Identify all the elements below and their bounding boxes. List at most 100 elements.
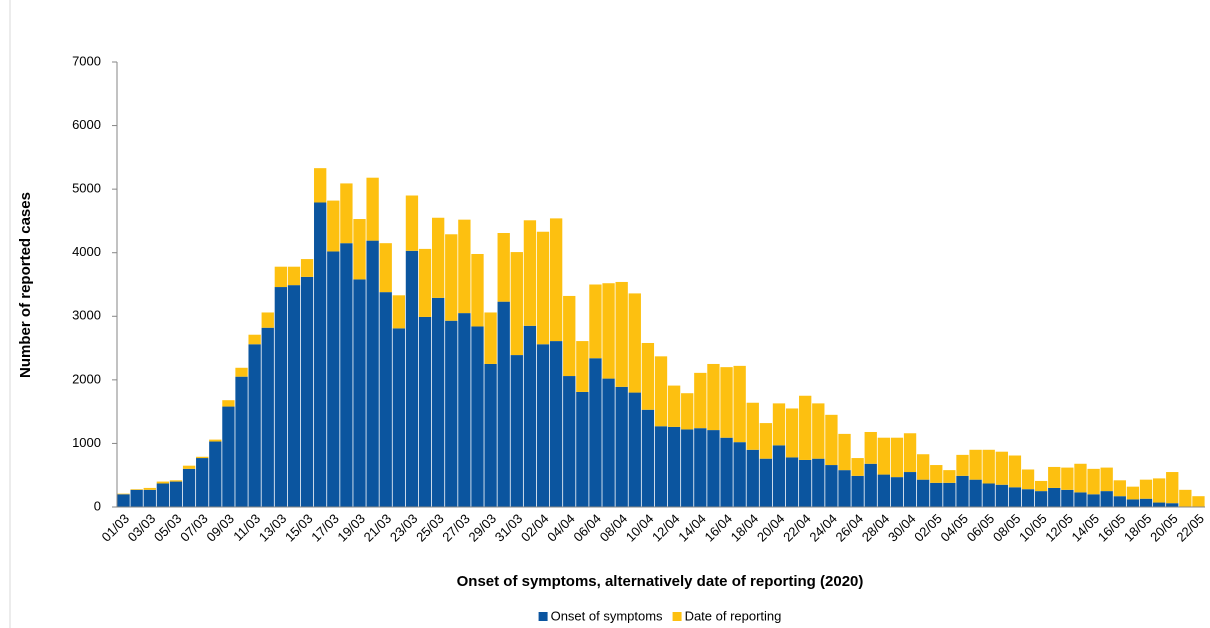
bar-segment [654, 356, 668, 427]
bar-segment [1166, 503, 1179, 507]
y-axis-title: Number of reported cases [17, 192, 34, 378]
bar-segment [641, 409, 655, 507]
x-tick-label: 10/04 [623, 511, 657, 545]
bar-segment [209, 439, 222, 442]
x-tick-label: 28/04 [859, 511, 893, 545]
y-tick-label: 4000 [72, 244, 101, 259]
bar-segment [458, 219, 471, 314]
bar-segment [969, 449, 982, 480]
x-tick-label: 24/04 [806, 511, 840, 545]
x-tick-label: 18/04 [728, 511, 762, 545]
bar-segment [300, 259, 314, 277]
x-tick-label: 14/04 [675, 511, 709, 545]
bar-segment [589, 358, 602, 507]
bar-segment [1152, 502, 1166, 507]
bar-segment [182, 465, 196, 469]
bar-segment [300, 276, 314, 507]
x-tick-label: 20/05 [1147, 511, 1181, 545]
x-tick-label: 02/04 [518, 511, 552, 545]
bar-segment [209, 441, 222, 507]
x-tick-label: 07/03 [177, 511, 211, 545]
bar-segment [720, 367, 733, 438]
x-tick-label: 02/05 [911, 511, 945, 545]
bar-segment [890, 437, 904, 478]
x-tick-label: 08/05 [990, 511, 1024, 545]
bar-segment [903, 433, 917, 473]
bar-segment [851, 475, 864, 507]
bar-segment [248, 344, 261, 507]
bar-segment [864, 463, 877, 507]
legend-label: Date of reporting [685, 608, 782, 623]
bar-segment [156, 481, 170, 484]
bar-segment [235, 376, 248, 507]
bar-segment [1008, 455, 1022, 488]
bar-segment [707, 430, 720, 507]
x-tick-label: 01/03 [98, 511, 132, 545]
bar-segment [1021, 489, 1035, 507]
bar-segment [458, 313, 471, 507]
bar-segment [497, 301, 510, 507]
bar-segment [772, 403, 786, 446]
x-tick-label: 08/04 [597, 511, 631, 545]
bar-segment [379, 292, 392, 507]
x-tick-label: 18/05 [1121, 511, 1155, 545]
bar-segment [418, 316, 432, 507]
bar-segment [667, 426, 681, 507]
bar-segment [746, 402, 759, 450]
bar-segment [314, 202, 327, 507]
bar-segment [1048, 487, 1061, 507]
bar-segment [510, 355, 523, 507]
bar-segment [864, 431, 877, 464]
x-tick-label: 04/04 [544, 511, 578, 545]
bar-segment [222, 406, 235, 507]
bar-segment [956, 475, 969, 507]
bar-segment [1192, 496, 1205, 507]
bar-segment [287, 285, 301, 507]
bar-segment [287, 266, 301, 286]
x-tick-label: 06/04 [570, 511, 604, 545]
bar-segment [1061, 489, 1074, 507]
bar-segment [589, 284, 602, 359]
x-tick-label: 29/03 [466, 511, 500, 545]
bar-segment [785, 457, 799, 507]
bar-segment [694, 372, 707, 429]
bar-segment [130, 489, 143, 490]
x-tick-label: 10/05 [1016, 511, 1050, 545]
bar-segment [930, 465, 943, 483]
bar-segment [785, 408, 799, 458]
bar-segment [746, 449, 759, 507]
bar-segment [917, 454, 930, 480]
bar-segment [667, 385, 681, 427]
bar-segment [1126, 499, 1140, 507]
y-tick-label: 0 [94, 498, 101, 513]
bar-segment [838, 433, 851, 471]
bar-segment [825, 414, 838, 466]
bar-segment [340, 183, 353, 244]
bar-segment [379, 243, 392, 293]
bar-segment [995, 484, 1008, 507]
legend-swatch [538, 612, 548, 621]
bar-segment [982, 483, 995, 507]
bar-segment [563, 376, 576, 507]
bar-segment [1139, 479, 1153, 499]
bar-segment [1139, 498, 1153, 507]
bar-segment [340, 243, 353, 507]
bar-segment [143, 487, 156, 490]
bar-segment [799, 459, 812, 507]
x-tick-label: 04/05 [937, 511, 971, 545]
x-tick-label: 19/03 [334, 511, 368, 545]
bar-segment [1126, 486, 1140, 500]
x-tick-label: 27/03 [439, 511, 473, 545]
bar-segment [1008, 487, 1022, 507]
x-tick-label: 21/03 [361, 511, 395, 545]
x-tick-label: 22/05 [1173, 511, 1207, 545]
bar-segment [1021, 469, 1035, 490]
x-tick-label: 16/04 [701, 511, 735, 545]
bar-segment [576, 391, 589, 507]
bar-segment [903, 472, 917, 507]
bar-segment [536, 344, 550, 507]
bar-segment [418, 248, 432, 317]
bar-segment [471, 326, 484, 507]
bar-segment [1074, 492, 1087, 507]
bar-segment [117, 493, 130, 495]
